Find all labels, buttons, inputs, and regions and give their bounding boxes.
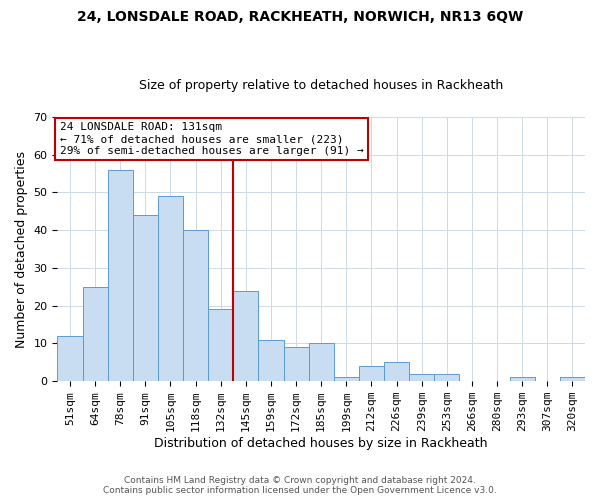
Bar: [233, 290, 259, 381]
Text: 24 LONSDALE ROAD: 131sqm
← 71% of detached houses are smaller (223)
29% of semi-: 24 LONSDALE ROAD: 131sqm ← 71% of detach…: [60, 122, 364, 156]
Bar: [509, 378, 535, 381]
Bar: [259, 340, 284, 381]
Bar: [284, 347, 308, 381]
Bar: [133, 215, 158, 381]
Bar: [107, 170, 133, 381]
Bar: [434, 374, 460, 381]
Bar: [560, 378, 585, 381]
Bar: [409, 374, 434, 381]
Bar: [334, 378, 359, 381]
Bar: [83, 287, 107, 381]
Bar: [183, 230, 208, 381]
Bar: [308, 344, 334, 381]
Text: Contains HM Land Registry data © Crown copyright and database right 2024.
Contai: Contains HM Land Registry data © Crown c…: [103, 476, 497, 495]
Bar: [384, 362, 409, 381]
Bar: [158, 196, 183, 381]
Bar: [58, 336, 83, 381]
Y-axis label: Number of detached properties: Number of detached properties: [15, 150, 28, 348]
Text: 24, LONSDALE ROAD, RACKHEATH, NORWICH, NR13 6QW: 24, LONSDALE ROAD, RACKHEATH, NORWICH, N…: [77, 10, 523, 24]
Title: Size of property relative to detached houses in Rackheath: Size of property relative to detached ho…: [139, 79, 503, 92]
Bar: [359, 366, 384, 381]
Bar: [208, 310, 233, 381]
X-axis label: Distribution of detached houses by size in Rackheath: Distribution of detached houses by size …: [154, 437, 488, 450]
